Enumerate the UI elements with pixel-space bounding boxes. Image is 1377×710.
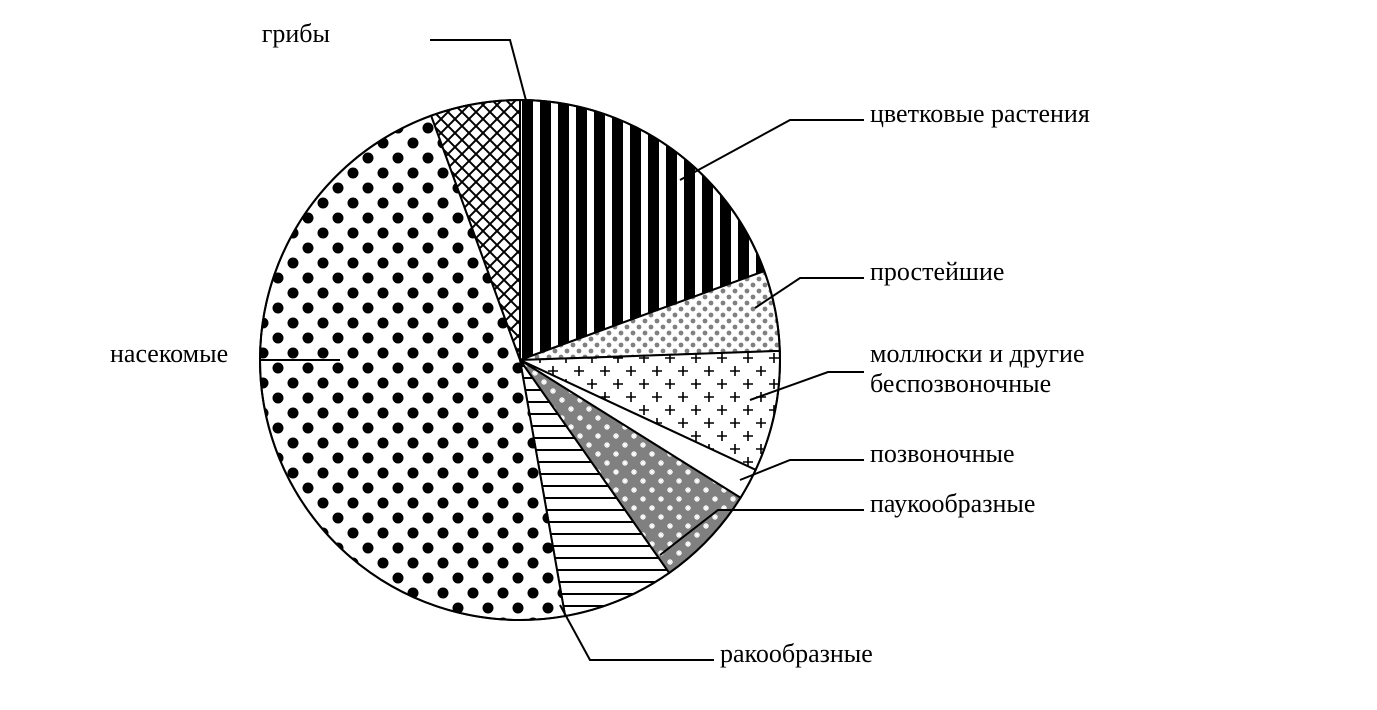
- label-fungi: грибы: [262, 19, 330, 49]
- label-mollusks: моллюски и другие беспозвоночные: [870, 339, 1085, 399]
- leader-fungi: [430, 40, 528, 108]
- label-crustaceans: ракообразные: [720, 639, 873, 669]
- species-pie-chart: грибы цветковые растения простейшие моллюск…: [0, 0, 1377, 710]
- label-vertebrates: позвоночные: [870, 439, 1015, 469]
- label-protozoa: простейшие: [870, 257, 1004, 287]
- label-insects: насекомые: [110, 339, 228, 369]
- leader-flowering: [680, 120, 864, 180]
- label-flowering: цветковые растения: [870, 99, 1090, 129]
- label-arachnids: паукообразные: [870, 489, 1035, 519]
